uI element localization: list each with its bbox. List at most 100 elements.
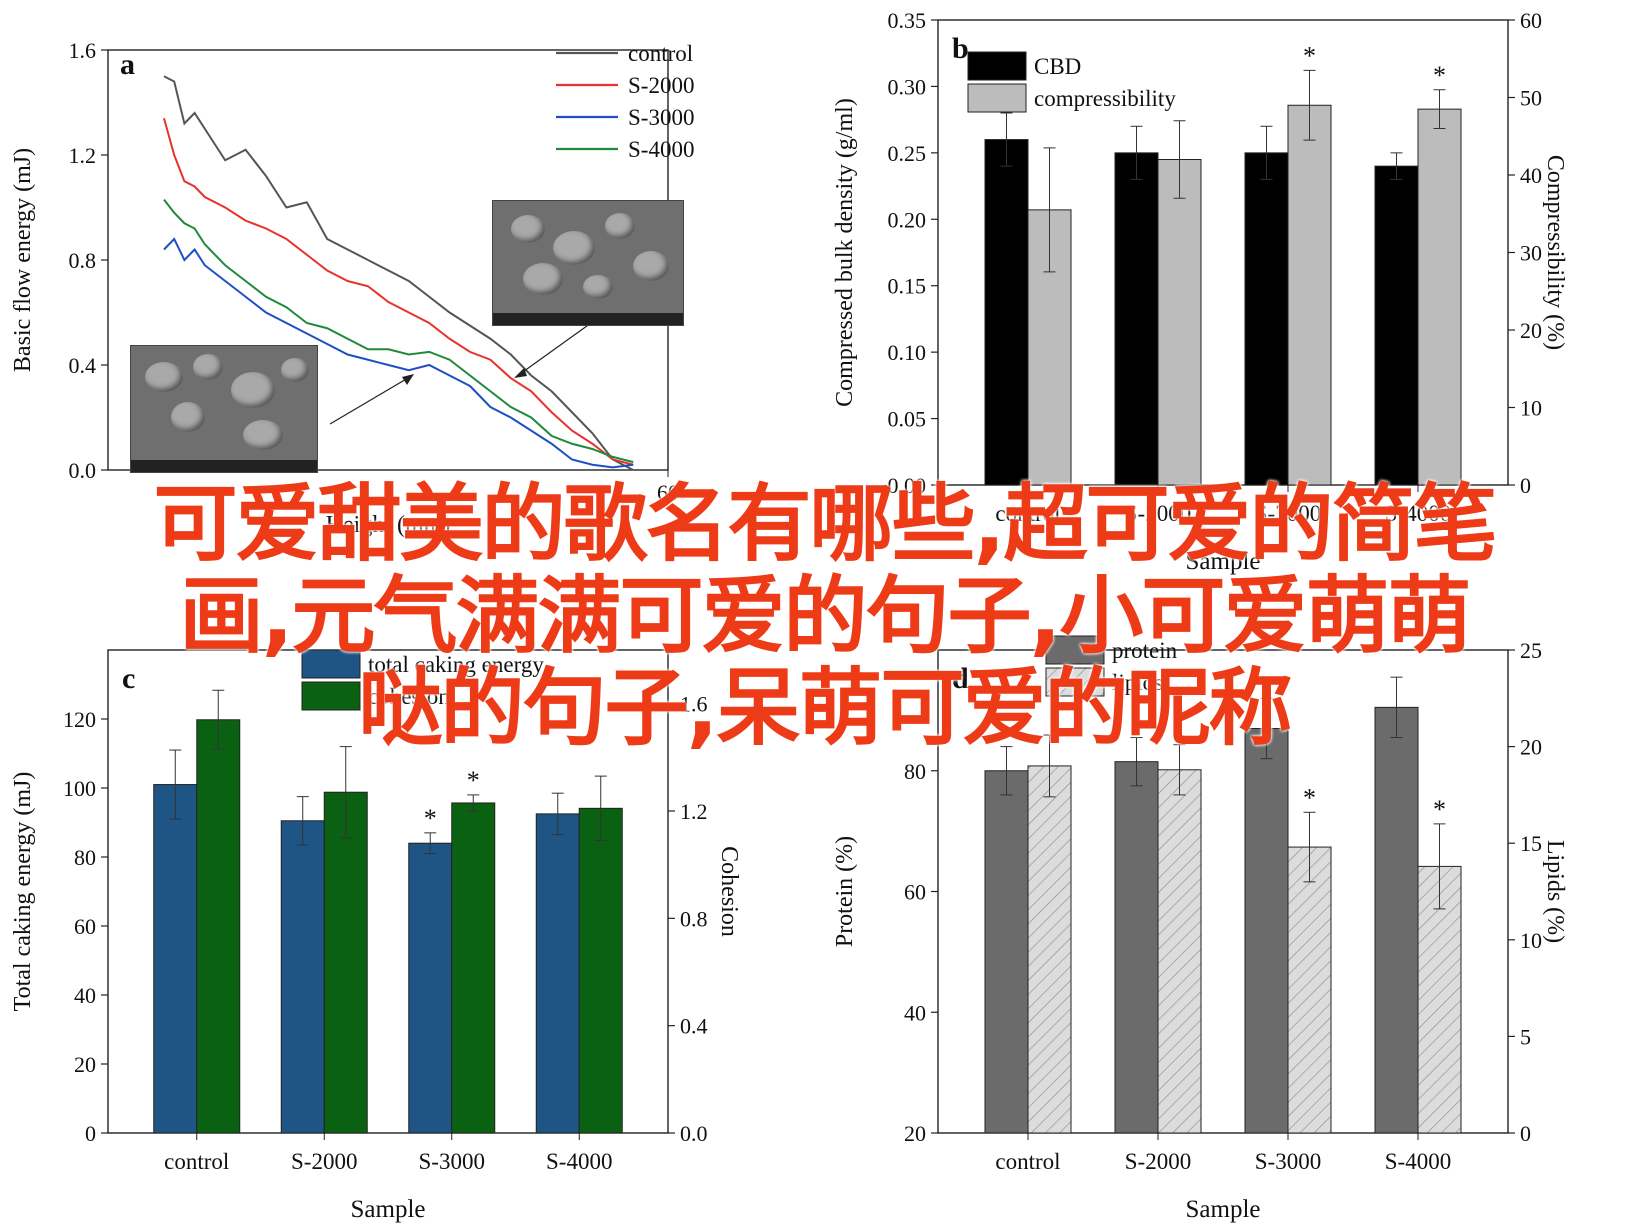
panel-c-x-tick-label: control xyxy=(164,1149,229,1174)
panel-c-significance-mark: * xyxy=(467,766,480,795)
panel-d-bar-lipids xyxy=(1417,865,1462,1134)
panel-d-y2-tick-label: 15 xyxy=(1520,831,1542,856)
panel-b-legend-label: CBD xyxy=(1034,54,1081,79)
panel-c-y2-axis-label: Cohesion xyxy=(716,846,742,937)
panel-d-y2-tick-label: 0 xyxy=(1520,1121,1531,1146)
panel-b-y-tick-label: 0.35 xyxy=(888,8,927,33)
panel-d-y2-tick-label: 5 xyxy=(1520,1024,1531,1049)
panel-a-y-tick-label: 0.4 xyxy=(69,353,97,378)
panel-b-legend-swatch xyxy=(967,83,1027,113)
panel-b-y2-tick-label: 60 xyxy=(1520,8,1542,33)
panel-c-plot-frame xyxy=(107,649,669,1134)
panel-c-bar-total-caking-energy xyxy=(280,820,325,1134)
panel-d-legend-swatch xyxy=(1045,635,1105,665)
sem-micrograph-right xyxy=(492,200,684,326)
panel-b-y2-tick-label: 40 xyxy=(1520,163,1542,188)
panel-c-bar-total-caking-energy xyxy=(408,842,453,1134)
panel-b-y2-tick-label: 30 xyxy=(1520,241,1542,266)
overlay-title: 可爱甜美的歌名有哪些,超可爱的简笔 画,元气满满可爱的句子,小可爱萌萌 哒的句子… xyxy=(0,478,1649,754)
panel-a-series-line-S-3000 xyxy=(163,237,634,469)
panel-a-y-axis-label: Basic flow energy (mJ) xyxy=(10,148,36,372)
panel-a-series-line-S-2000 xyxy=(163,117,634,466)
panel-b-y-tick-label: 0.00 xyxy=(888,473,927,498)
panel-d-x-tick-label: control xyxy=(995,1149,1060,1174)
panel-d-y-tick-label: 20 xyxy=(904,1121,926,1146)
panel-b-bar-CBD xyxy=(1114,152,1159,486)
overlay-line-2: 画,元气满满可爱的句子,小可爱萌萌 xyxy=(179,567,1472,665)
panel-a-series-line-S-4000 xyxy=(163,199,634,464)
panel-a-series-line-control xyxy=(163,75,634,471)
panel-d-bar-lipids xyxy=(1287,846,1332,1134)
panel-c-letter: c xyxy=(122,662,135,695)
panel-b-y-tick-label: 0.30 xyxy=(888,74,927,99)
panel-d-x-axis-label: Sample xyxy=(1186,1196,1261,1223)
panel-b-x-tick-label: S-3000 xyxy=(1255,501,1321,526)
panel-a-y-tick-label: 1.2 xyxy=(69,143,97,168)
panel-d-bar-protein xyxy=(1114,761,1159,1134)
panel-d-legend-label: lipids xyxy=(1112,670,1163,695)
panel-c-bar-chart: 0 20 40 60 80 100 120 0.0 0.4 0.8 1.2 1.6 Total caki… xyxy=(10,649,742,1223)
panel-b-x-tick-label: S-4000 xyxy=(1385,501,1451,526)
sem-micrograph-left xyxy=(130,345,318,473)
panel-a-legend-label: S-2000 xyxy=(628,73,694,98)
panel-d-legend-label: protein xyxy=(1112,638,1178,663)
panel-c-y2-tick-label: 1.6 xyxy=(680,692,708,717)
panel-b-letter: b xyxy=(952,32,969,65)
panel-b-y-axis-label: Compressed bulk density (g/ml) xyxy=(832,98,858,407)
panel-d-y-tick-label: 60 xyxy=(904,880,926,905)
panel-c-y2-tick-label: 0.8 xyxy=(680,906,708,931)
panel-b-y-tick-label: 0.15 xyxy=(888,274,927,299)
panel-c-bar-cohesion xyxy=(323,791,368,1134)
panel-c-x-tick-label: S-3000 xyxy=(419,1149,485,1174)
panel-c-y-tick-label: 20 xyxy=(74,1052,96,1077)
panel-a-arrow xyxy=(329,377,409,425)
panel-a-y-tick-label: 0.8 xyxy=(69,248,97,273)
panel-b-y2-tick-label: 20 xyxy=(1520,318,1542,343)
panel-c-y2-tick-label: 1.2 xyxy=(680,799,708,824)
panel-b-bar-compressibility xyxy=(1417,108,1462,486)
panel-b-legend-swatch xyxy=(967,51,1027,81)
panel-c-y2-tick-label: 0.0 xyxy=(680,1121,708,1146)
panel-c-legend-swatch xyxy=(301,681,361,711)
panel-b-bar-CBD xyxy=(1374,165,1419,486)
panel-c-y2-tick-label: 0.4 xyxy=(680,1014,708,1039)
panel-b-y-tick-label: 0.10 xyxy=(888,340,927,365)
overlay-line-3: 哒的句子,呆萌可爱的昵称 xyxy=(358,659,1293,757)
panel-a-arrow xyxy=(519,317,599,375)
panel-b-y2-tick-label: 10 xyxy=(1520,396,1542,421)
panel-d-x-tick-label: S-2000 xyxy=(1125,1149,1191,1174)
panel-a-letter: a xyxy=(120,48,135,81)
panel-d-bar-lipids xyxy=(1027,765,1072,1134)
panel-d-letter: d xyxy=(952,662,969,695)
panel-a-line-chart: a 0.0 0.4 0.8 1.2 1.6 60 Basic flow energy (mJ)… xyxy=(10,38,694,538)
panel-d-significance-mark: * xyxy=(1303,783,1316,812)
panel-d-y2-tick-label: 20 xyxy=(1520,735,1542,760)
panel-b-bar-chart: 0.00 0.05 0.10 0.15 0.20 0.25 0.30 0.35 0 10 20 30 4… xyxy=(832,8,1568,575)
panel-c-bar-total-caking-energy xyxy=(153,784,198,1134)
panel-d-y2-axis-label: Lipids (%) xyxy=(1542,840,1568,943)
panel-c-legend-label: cohesion xyxy=(368,684,450,709)
panel-c-bar-cohesion xyxy=(196,719,241,1134)
panel-c-y-axis-label: Total caking energy (mJ) xyxy=(10,772,36,1012)
panel-a-x-tick-label: 60 xyxy=(657,480,679,505)
panel-d-bar-protein xyxy=(984,770,1029,1134)
panel-d-y2-tick-label: 25 xyxy=(1520,638,1542,663)
panel-c-bar-total-caking-energy xyxy=(535,813,580,1134)
panel-c-y-tick-label: 120 xyxy=(63,707,96,732)
panel-b-significance-mark: * xyxy=(1433,61,1446,90)
panel-c-bar-cohesion xyxy=(578,807,623,1134)
panel-a-y-tick-label: 0.0 xyxy=(69,458,97,483)
panel-c-legend-swatch xyxy=(301,649,361,679)
panel-d-legend-swatch xyxy=(1045,667,1105,697)
panel-d-x-tick-label: S-4000 xyxy=(1385,1149,1451,1174)
panel-d-y-tick-label: 40 xyxy=(904,1000,926,1025)
panel-b-significance-mark: * xyxy=(1303,41,1316,70)
panel-b-bar-CBD xyxy=(984,139,1029,486)
panel-c-x-axis-label: Sample xyxy=(351,1196,426,1223)
panel-d-y2-tick-label: 10 xyxy=(1520,928,1542,953)
panel-b-bar-compressibility xyxy=(1287,104,1332,486)
panel-b-y2-tick-label: 50 xyxy=(1520,86,1542,111)
panel-b-bar-compressibility xyxy=(1157,159,1202,486)
panel-c-y-tick-label: 0 xyxy=(85,1121,96,1146)
